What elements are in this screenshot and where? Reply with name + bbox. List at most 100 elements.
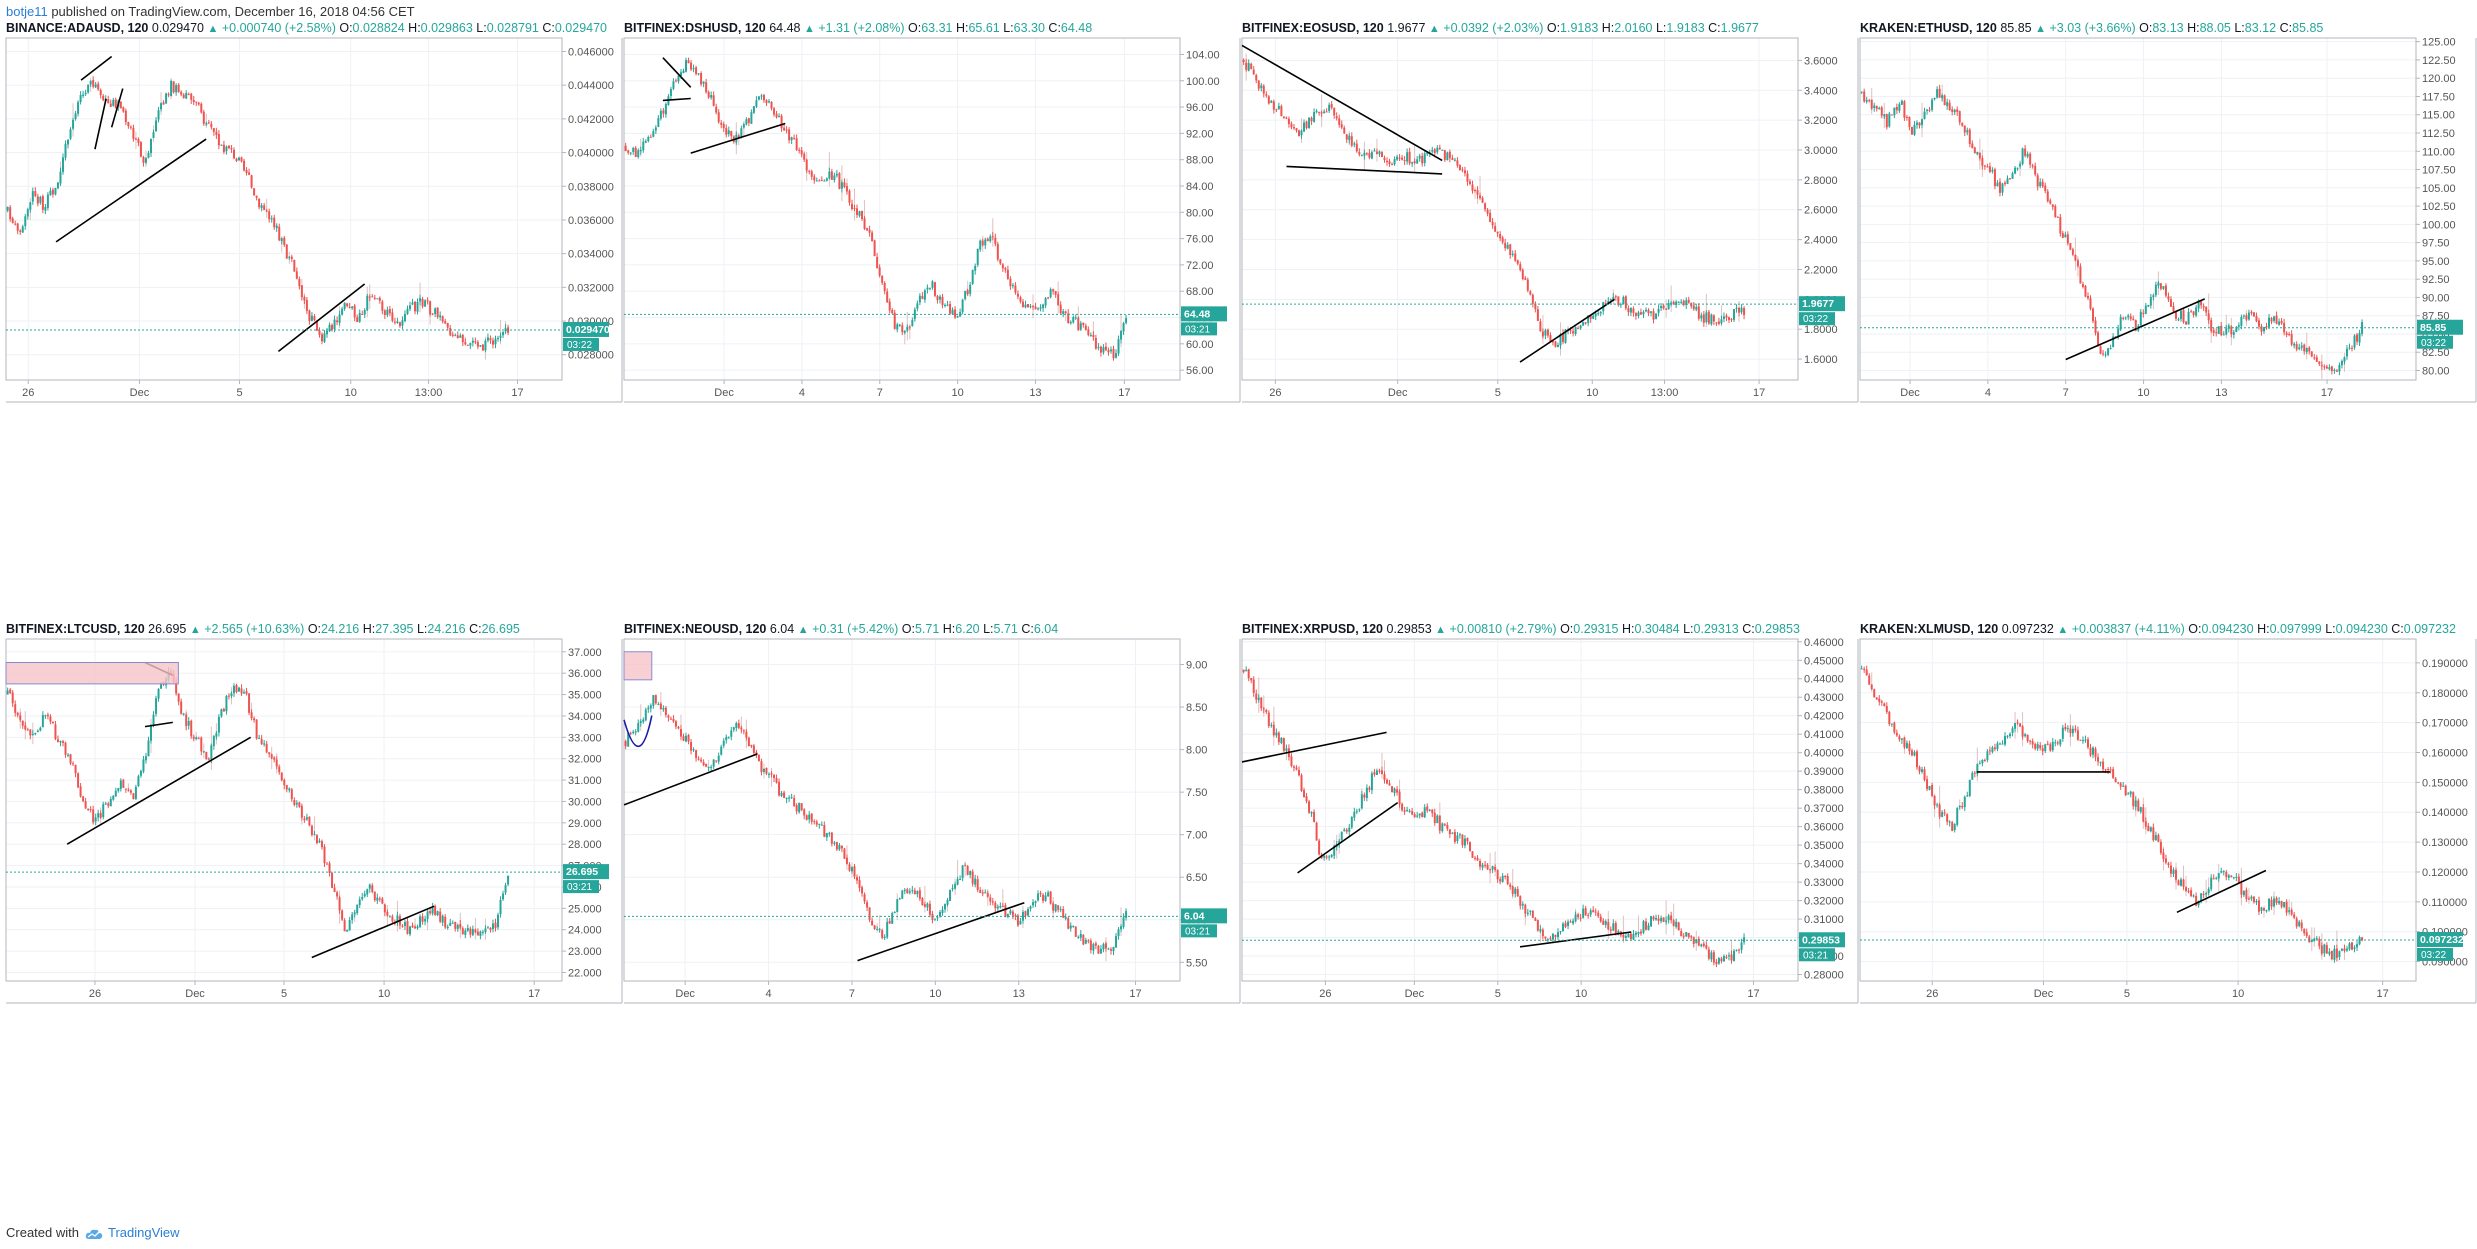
candle-body — [1064, 311, 1067, 314]
time-axis[interactable]: Dec 4 7 10 13 17 — [714, 380, 1131, 399]
time-axis[interactable]: 26 Dec 5 10 17 — [89, 981, 540, 1000]
drawings[interactable] — [1241, 44, 1615, 363]
candlestick-chart[interactable]: 0.0900000.1000000.1100000.1200000.130000… — [1859, 638, 2477, 1005]
price-axis[interactable]: 80.0082.5085.0087.5090.0092.5095.0097.50… — [2416, 37, 2456, 378]
trend-line[interactable] — [662, 97, 691, 102]
drawings[interactable] — [662, 57, 786, 154]
trend-line[interactable] — [662, 57, 692, 88]
price-axis[interactable]: 56.0060.0064.0068.0072.0076.0080.0084.00… — [1180, 49, 1220, 377]
candlestick-chart[interactable]: 0.280000.290000.300000.310000.320000.330… — [1241, 637, 1859, 1005]
time-axis[interactable]: Dec 4 7 10 13 17 — [1900, 380, 2333, 399]
resistance-zone[interactable] — [5, 662, 179, 685]
chart-panel[interactable]: KRAKEN:XLMUSD, 120 0.097232 ▲ +0.003837 … — [1859, 621, 2477, 1005]
candlestick-chart[interactable]: 1.60001.80002.00002.20002.40002.60002.80… — [1241, 37, 1859, 404]
price-axis[interactable]: 0.0900000.1000000.1100000.1200000.130000… — [2416, 658, 2468, 969]
trend-line[interactable] — [2176, 869, 2267, 914]
x-tick-label: 5 — [1495, 988, 1501, 1000]
trend-line[interactable] — [1297, 801, 1399, 874]
trend-line[interactable] — [1286, 165, 1443, 175]
trend-line[interactable] — [623, 753, 758, 806]
trend-line[interactable] — [690, 122, 786, 154]
candle-body — [424, 918, 427, 922]
chart-panel[interactable]: BITFINEX:NEOUSD, 120 6.04 ▲ +0.31 (+5.42… — [623, 621, 1241, 1005]
trend-line[interactable] — [110, 88, 124, 128]
price-axis[interactable]: 5.506.006.507.007.508.008.509.00 — [1180, 660, 1207, 970]
candle-body — [2081, 739, 2084, 741]
candle-body — [2305, 932, 2308, 936]
candle-body — [1300, 130, 1303, 136]
candle-body — [1539, 929, 1542, 932]
candlestick-chart[interactable]: 56.0060.0064.0068.0072.0076.0080.0084.00… — [623, 37, 1241, 404]
candle-body — [471, 928, 474, 936]
candle-body — [283, 779, 286, 786]
candlestick-chart[interactable]: 0.0280000.0300000.0320000.0340000.036000… — [5, 37, 623, 404]
drawings[interactable] — [623, 651, 1025, 962]
chart-panel[interactable]: BITFINEX:LTCUSD, 120 26.695 ▲ +2.565 (+1… — [5, 621, 623, 1005]
trend-line[interactable] — [66, 736, 252, 845]
trend-line[interactable] — [94, 98, 107, 150]
candle-body — [1448, 829, 1451, 835]
candle-body — [1511, 886, 1514, 894]
drawings[interactable] — [5, 661, 435, 959]
arc-drawing[interactable] — [623, 715, 653, 748]
candlestick-chart[interactable]: 80.0082.5085.0087.5090.0092.5095.0097.50… — [1859, 37, 2477, 404]
trend-line[interactable] — [1519, 931, 1632, 948]
chart-panel[interactable]: BINANCE:ADAUSD, 120 0.029470 ▲ +0.000740… — [5, 20, 623, 404]
time-axis[interactable]: 26 Dec 5 10 13:00 17 — [22, 380, 524, 399]
plot-frame — [1859, 37, 2417, 381]
y-tick-label: 84.00 — [1186, 181, 1214, 193]
candle-body — [144, 756, 147, 761]
candle-body — [1416, 159, 1419, 164]
trend-line[interactable] — [1241, 44, 1443, 162]
chart-panel[interactable]: KRAKEN:ETHUSD, 120 85.85 ▲ +3.03 (+3.66%… — [1859, 20, 2477, 404]
time-axis[interactable]: 26 Dec 5 10 17 — [1926, 981, 2389, 1000]
time-axis[interactable]: 26 Dec 5 10 17 — [1319, 981, 1760, 1000]
chart-panel[interactable]: BITFINEX:DSHUSD, 120 64.48 ▲ +1.31 (+2.0… — [623, 20, 1241, 404]
trend-line[interactable] — [857, 901, 1025, 962]
x-tick-label: 17 — [2377, 988, 2389, 1000]
candle-body — [92, 79, 95, 87]
candle-body — [1670, 915, 1673, 921]
candle-body — [74, 113, 77, 120]
author-link[interactable]: botje11 — [6, 4, 48, 19]
time-axis[interactable]: Dec 4 7 10 13 17 — [675, 981, 1142, 1000]
candlestick-chart[interactable]: 22.00023.00024.00025.00026.00027.00028.0… — [5, 638, 623, 1005]
candle-body — [878, 929, 881, 931]
candle-body — [119, 780, 122, 789]
candle-body — [1926, 109, 1929, 111]
trend-line[interactable] — [55, 138, 207, 243]
time-axis[interactable]: 26 Dec 5 10 13:00 17 — [1269, 380, 1765, 399]
candle-body — [775, 778, 778, 783]
trend-line[interactable] — [80, 55, 113, 81]
trend-line[interactable] — [277, 283, 366, 352]
trend-line[interactable] — [311, 905, 435, 959]
trend-line[interactable] — [144, 721, 173, 728]
y-tick-label: 0.43000 — [1804, 692, 1844, 704]
drawings[interactable] — [2065, 298, 2206, 361]
candle-body — [293, 259, 296, 272]
resistance-zone[interactable] — [623, 651, 653, 681]
drawings[interactable] — [1976, 771, 2267, 914]
y-tick-label: 120.00 — [2422, 73, 2456, 85]
price-axis[interactable]: 1.60001.80002.00002.20002.40002.60002.80… — [1798, 55, 1838, 366]
candle-body — [1675, 921, 1678, 927]
price-axis[interactable]: 0.280000.290000.300000.310000.320000.330… — [1798, 637, 1844, 982]
tradingview-link[interactable]: TradingView — [108, 1225, 180, 1240]
trend-line[interactable] — [2065, 298, 2206, 361]
candle-body — [2265, 910, 2268, 912]
candle-body — [692, 749, 695, 751]
chart-panel[interactable]: BITFINEX:EOSUSD, 120 1.9677 ▲ +0.0392 (+… — [1241, 20, 1859, 404]
candle-body — [2129, 791, 2132, 795]
price-axis[interactable]: 0.0280000.0300000.0320000.0340000.036000… — [562, 46, 614, 362]
candle-body — [1458, 164, 1461, 170]
trend-line[interactable] — [1241, 731, 1387, 763]
drawings[interactable] — [55, 55, 366, 352]
candlestick-chart[interactable]: 5.506.006.507.007.508.008.509.006.0403:2… — [623, 638, 1241, 1005]
drawings[interactable] — [1241, 731, 1632, 948]
candle-body — [634, 147, 637, 158]
price-axis[interactable]: 22.00023.00024.00025.00026.00027.00028.0… — [562, 647, 602, 980]
candle-body — [1285, 117, 1288, 119]
chart-panel[interactable]: BITFINEX:XRPUSD, 120 0.29853 ▲ +0.00810 … — [1241, 621, 1859, 1005]
trend-line[interactable] — [1519, 298, 1615, 363]
candle-body — [2180, 879, 2183, 886]
